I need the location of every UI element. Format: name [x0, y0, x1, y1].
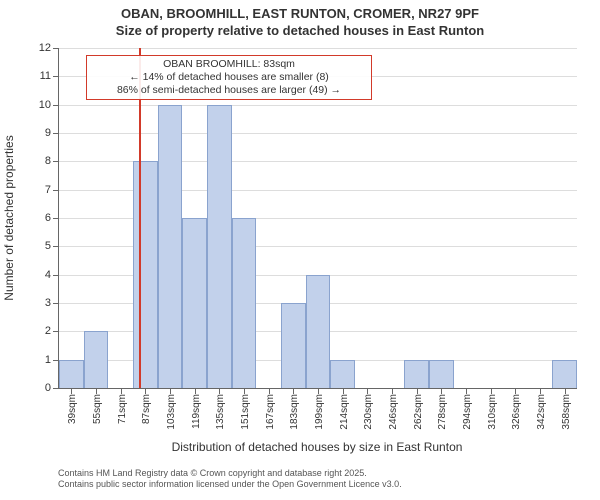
histogram-bar: [404, 360, 429, 388]
histogram-bar: [59, 360, 84, 388]
histogram-bar: [281, 303, 306, 388]
annotation-callout: OBAN BROOMHILL: 83sqm ← 14% of detached …: [86, 55, 372, 100]
x-tick-label: 310sqm: [487, 394, 498, 430]
y-tick-label: 8: [45, 155, 59, 167]
y-tick-label: 4: [45, 269, 59, 281]
gridline: [59, 133, 577, 134]
y-tick-label: 9: [45, 127, 59, 139]
histogram-bar: [306, 275, 331, 388]
y-tick-label: 3: [45, 297, 59, 309]
title-line-2: Size of property relative to detached ho…: [0, 23, 600, 40]
x-tick-label: 262sqm: [413, 394, 424, 430]
histogram-bar: [84, 331, 109, 388]
footer-line-1: Contains HM Land Registry data © Crown c…: [58, 468, 402, 479]
title-block: OBAN, BROOMHILL, EAST RUNTON, CROMER, NR…: [0, 0, 600, 40]
x-tick-label: 278sqm: [437, 394, 448, 430]
y-tick-label: 6: [45, 212, 59, 224]
x-tick-label: 135sqm: [215, 394, 226, 430]
y-tick-label: 10: [39, 99, 59, 111]
y-tick-label: 11: [40, 70, 59, 82]
gridline: [59, 48, 577, 49]
y-axis-label: Number of detached properties: [2, 135, 16, 300]
histogram-bar: [429, 360, 454, 388]
y-tick-label: 2: [45, 325, 59, 337]
y-tick-label: 0: [45, 382, 59, 394]
x-tick-label: 71sqm: [117, 394, 128, 424]
y-tick-label: 5: [45, 240, 59, 252]
x-tick-label: 167sqm: [265, 394, 276, 430]
y-tick-label: 1: [45, 354, 59, 366]
x-tick-label: 326sqm: [511, 394, 522, 430]
x-tick-label: 103sqm: [166, 394, 177, 430]
histogram-bar: [207, 105, 232, 388]
x-tick-label: 151sqm: [240, 394, 251, 430]
histogram-bar: [133, 161, 158, 388]
x-tick-label: 342sqm: [536, 394, 547, 430]
callout-line-1: OBAN BROOMHILL: 83sqm: [93, 58, 365, 71]
x-tick-label: 294sqm: [462, 394, 473, 430]
footer-attribution: Contains HM Land Registry data © Crown c…: [58, 468, 402, 491]
title-line-1: OBAN, BROOMHILL, EAST RUNTON, CROMER, NR…: [0, 6, 600, 23]
histogram-bar: [158, 105, 183, 388]
x-tick-label: 358sqm: [561, 394, 572, 430]
x-tick-label: 246sqm: [388, 394, 399, 430]
x-tick-label: 183sqm: [289, 394, 300, 430]
callout-line-3: 86% of semi-detached houses are larger (…: [93, 84, 365, 97]
histogram-bar: [330, 360, 355, 388]
histogram-bar: [182, 218, 207, 388]
x-tick-label: 214sqm: [339, 394, 350, 430]
x-tick-label: 230sqm: [363, 394, 374, 430]
x-tick-label: 87sqm: [141, 394, 152, 424]
x-tick-label: 119sqm: [191, 394, 202, 429]
gridline: [59, 105, 577, 106]
histogram-bar: [552, 360, 577, 388]
x-tick-label: 39sqm: [67, 394, 78, 424]
footer-line-2: Contains public sector information licen…: [58, 479, 402, 490]
chart-container: OBAN, BROOMHILL, EAST RUNTON, CROMER, NR…: [0, 0, 600, 500]
y-tick-label: 7: [45, 184, 59, 196]
x-axis-label: Distribution of detached houses by size …: [58, 440, 576, 454]
y-tick-label: 12: [39, 42, 59, 54]
histogram-bar: [232, 218, 257, 388]
x-tick-label: 199sqm: [314, 394, 325, 430]
x-tick-label: 55sqm: [92, 394, 103, 424]
callout-line-2: ← 14% of detached houses are smaller (8): [93, 71, 365, 84]
